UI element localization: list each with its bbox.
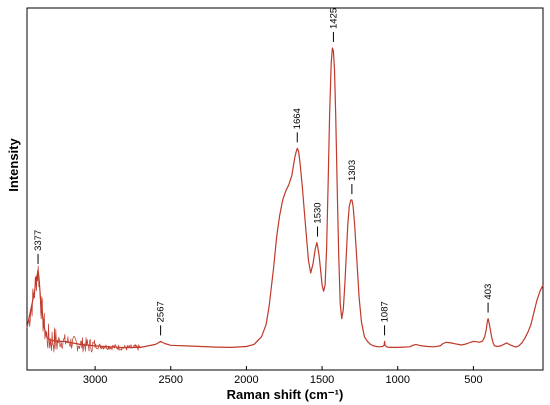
peak-label: 1530 <box>313 202 324 223</box>
peak-label: 1425 <box>328 8 339 29</box>
spectrum-noise-line <box>28 265 141 353</box>
peak-label: 1303 <box>347 160 358 181</box>
x-tick-label: 500 <box>464 374 482 386</box>
x-tick-label: 1500 <box>310 374 334 386</box>
x-tick-label: 3000 <box>83 374 107 386</box>
peak-annotations: 3377 2567 1664 1530 1425 1303 1087 403 <box>33 8 494 336</box>
plot-frame <box>26 7 544 371</box>
peak-label: 1664 <box>292 108 303 129</box>
x-tick-label: 2500 <box>159 374 183 386</box>
plot-area <box>26 7 544 371</box>
x-axis-title: Raman shift (cm⁻¹) <box>227 387 344 402</box>
peak-label: 1087 <box>380 301 391 322</box>
x-tick-label: 1000 <box>385 374 409 386</box>
peak-label: 2567 <box>156 301 167 322</box>
x-axis-ticks: 3000 2500 2000 1500 1000 500 <box>83 366 483 386</box>
peak-label: 3377 <box>33 230 44 251</box>
y-axis-title: Intensity <box>6 138 21 192</box>
peak-label: 403 <box>483 284 494 300</box>
spectrum-line <box>26 47 544 349</box>
x-tick-label: 2000 <box>234 374 258 386</box>
